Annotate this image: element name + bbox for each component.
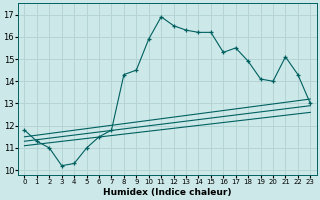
X-axis label: Humidex (Indice chaleur): Humidex (Indice chaleur)	[103, 188, 232, 197]
